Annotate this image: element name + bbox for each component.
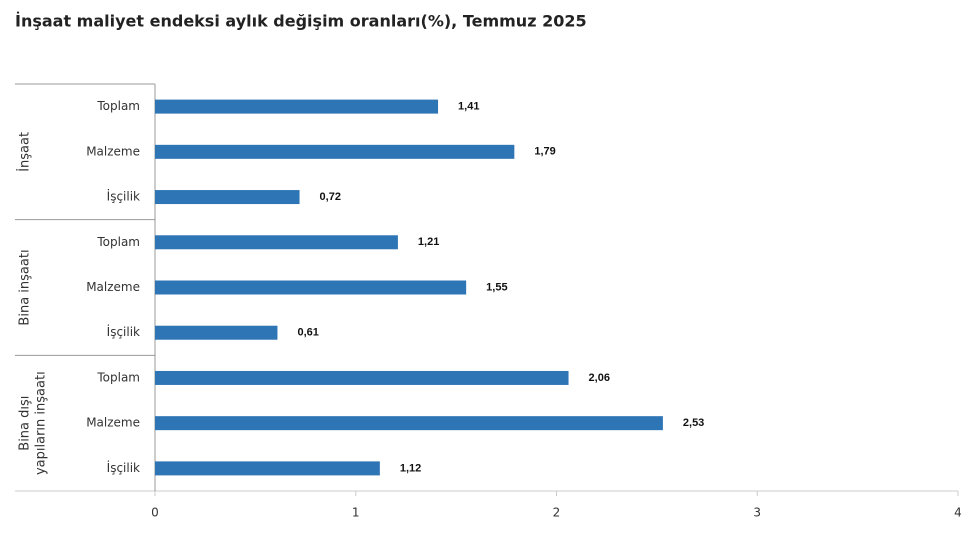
x-tick-label: 4 (954, 506, 962, 520)
category-label: Malzeme (86, 280, 140, 294)
group-label: yapıların inşaatı (34, 371, 49, 475)
value-label: 2,53 (683, 417, 704, 429)
bar (155, 416, 663, 431)
category-label: Malzeme (86, 144, 140, 158)
chart-title: İnşaat maliyet endeksi aylık değişim ora… (15, 12, 587, 31)
bar (155, 280, 467, 295)
x-tick-label: 1 (352, 506, 360, 520)
bar (155, 235, 398, 250)
category-label: İşçilik (107, 460, 140, 475)
category-label: Toplam (96, 235, 140, 249)
bar (155, 190, 300, 205)
x-tick-label: 2 (553, 506, 561, 520)
group-label: Bina inşaatı (18, 249, 33, 325)
group-label: Bina dışı (18, 396, 33, 451)
category-label: Toplam (96, 370, 140, 384)
bar (155, 461, 380, 476)
bar (155, 99, 439, 114)
value-label: 0,61 (297, 327, 318, 339)
x-tick-label: 0 (151, 506, 159, 520)
value-label: 1,12 (400, 462, 421, 474)
value-label: 1,79 (534, 146, 555, 158)
category-label: İşçilik (107, 189, 140, 204)
category-label: Toplam (96, 99, 140, 113)
bar (155, 370, 569, 385)
group-label: İnşaat (17, 132, 33, 172)
value-label: 1,21 (418, 236, 439, 248)
category-label: İşçilik (107, 324, 140, 339)
value-label: 1,55 (486, 281, 507, 293)
value-label: 1,41 (458, 101, 479, 113)
value-label: 0,72 (320, 191, 341, 203)
bar (155, 325, 278, 340)
bar (155, 144, 515, 159)
category-label: Malzeme (86, 416, 140, 430)
value-label: 2,06 (589, 372, 610, 384)
x-tick-label: 3 (753, 506, 761, 520)
